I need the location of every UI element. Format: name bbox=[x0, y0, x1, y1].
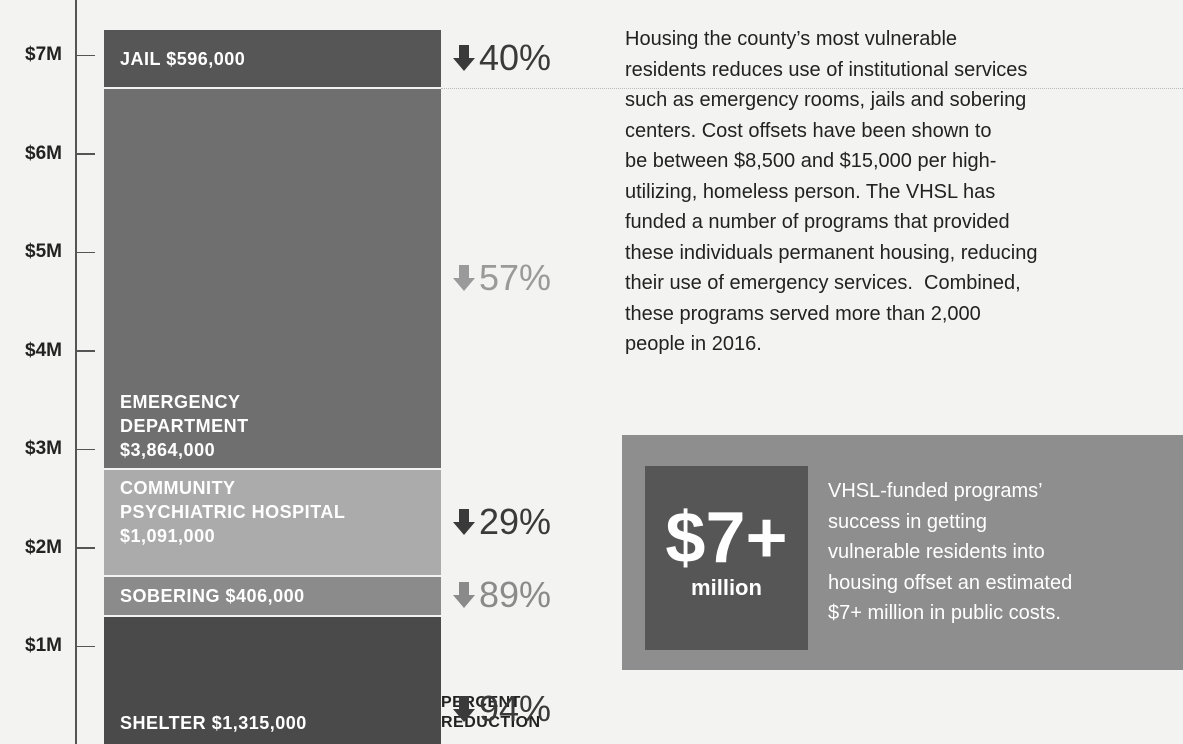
bar-segment: SOBERING $406,000 bbox=[104, 575, 441, 616]
y-tick-label: $3M bbox=[25, 438, 62, 460]
callout-figure-box: $7+ million bbox=[645, 466, 808, 650]
y-tick-label: $5M bbox=[25, 241, 62, 263]
text-line: success in getting bbox=[828, 510, 987, 533]
bar-segment: COMMUNITY PSYCHIATRIC HOSPITAL $1,091,000 bbox=[104, 467, 441, 576]
bar-segment: EMERGENCY DEPARTMENT $3,864,000 bbox=[104, 87, 441, 468]
bar-segment: JAIL $596,000 bbox=[104, 28, 441, 88]
text-line: Housing the county’s most vulnerable bbox=[625, 28, 958, 50]
reduction-label: 94% bbox=[479, 687, 552, 729]
tick-mark bbox=[75, 547, 95, 549]
description: Housing the county’s most vulnerable resi… bbox=[625, 24, 1038, 360]
down-arrow bbox=[453, 582, 475, 609]
segment-name: COMMUNITY bbox=[120, 477, 236, 498]
reduction-label: 57% bbox=[479, 256, 552, 298]
text-line: these programs served more than 2,000 bbox=[625, 302, 981, 325]
reduction-label: 89% bbox=[479, 574, 552, 616]
down-arrow bbox=[453, 695, 475, 722]
arrow-shape bbox=[453, 44, 475, 71]
tick-mark bbox=[75, 251, 95, 254]
segment-value: $406,000 bbox=[225, 586, 305, 607]
text-line: residents reduces use of institutional s… bbox=[625, 58, 1028, 81]
text-line: centers. Cost offsets have been shown to bbox=[625, 119, 992, 142]
callout-figure: $7+ bbox=[665, 498, 788, 578]
arrow-shape bbox=[453, 264, 475, 291]
down-arrow bbox=[453, 264, 475, 291]
y-tick-label: $7M bbox=[25, 44, 62, 66]
y-tick-label: $1M bbox=[25, 635, 62, 657]
callout-text: VHSL-funded programs’ success in getting v… bbox=[828, 476, 1072, 629]
reduction-label: 40% bbox=[479, 36, 552, 78]
text-line: funded a number of programs that provide… bbox=[625, 211, 1010, 233]
segment-name: SOBERING bbox=[120, 586, 221, 607]
segment-label: SOBERING $406,000 bbox=[120, 584, 425, 608]
arrow-shape bbox=[453, 508, 475, 535]
divider bbox=[441, 88, 1183, 89]
segment-name: DEPARTMENT bbox=[120, 415, 249, 436]
text-line: their use of emergency services. Combine… bbox=[625, 272, 1021, 294]
tick-mark bbox=[75, 153, 95, 155]
tick-mark bbox=[75, 448, 95, 451]
reduction: 57% bbox=[453, 257, 551, 299]
segment-label: JAIL $596,000 bbox=[120, 47, 425, 71]
segment-value: $1,091,000 bbox=[120, 525, 216, 546]
y-tick-label: $4M bbox=[25, 339, 62, 361]
segment-value: $3,864,000 bbox=[120, 439, 216, 460]
segment-label: SHELTER $1,315,000 bbox=[120, 711, 425, 735]
text-line: such as emergency rooms, jails and sober… bbox=[625, 89, 1027, 111]
text-line: utilizing, homeless person. The VHSL has bbox=[625, 180, 996, 203]
segment-label: EMERGENCY DEPARTMENT $3,864,000 bbox=[120, 390, 425, 462]
reduction: 94% bbox=[453, 688, 551, 730]
segment-label: COMMUNITY PSYCHIATRIC HOSPITAL $1,091,000 bbox=[120, 476, 425, 548]
text-line: $7+ million in public costs. bbox=[828, 602, 1061, 624]
tick-mark bbox=[75, 645, 95, 648]
segment-name: SHELTER bbox=[120, 712, 207, 733]
arrow-shape bbox=[453, 582, 475, 609]
text-line: vulnerable residents into bbox=[828, 541, 1045, 563]
reduction: 89% bbox=[453, 574, 551, 616]
segment-name: EMERGENCY bbox=[120, 391, 241, 412]
down-arrow bbox=[453, 44, 475, 71]
reduction-label: 29% bbox=[479, 500, 552, 542]
segment-name: JAIL bbox=[120, 48, 161, 69]
segment-value: $596,000 bbox=[166, 48, 246, 69]
y-tick-label: $2M bbox=[25, 536, 62, 558]
bar-segment: SHELTER $1,315,000 bbox=[104, 615, 441, 744]
reduction: 40% bbox=[453, 37, 551, 79]
text-line: VHSL-funded programs’ bbox=[828, 480, 1043, 502]
tick-mark bbox=[75, 54, 95, 57]
tick-mark bbox=[75, 350, 95, 352]
segment-name: PSYCHIATRIC HOSPITAL bbox=[120, 501, 346, 522]
text-line: housing offset an estimated bbox=[828, 571, 1073, 594]
text-line: these individuals permanent housing, red… bbox=[625, 241, 1038, 264]
text-line: be between $8,500 and $15,000 per high- bbox=[625, 150, 997, 172]
down-arrow bbox=[453, 508, 475, 535]
y-tick-label: $6M bbox=[25, 142, 62, 164]
callout-unit: million bbox=[691, 575, 762, 600]
arrow-shape bbox=[453, 695, 475, 722]
reduction: 29% bbox=[453, 501, 551, 543]
text-line: people in 2016. bbox=[625, 333, 762, 355]
segment-value: $1,315,000 bbox=[211, 712, 307, 733]
y-axis bbox=[75, 0, 77, 744]
